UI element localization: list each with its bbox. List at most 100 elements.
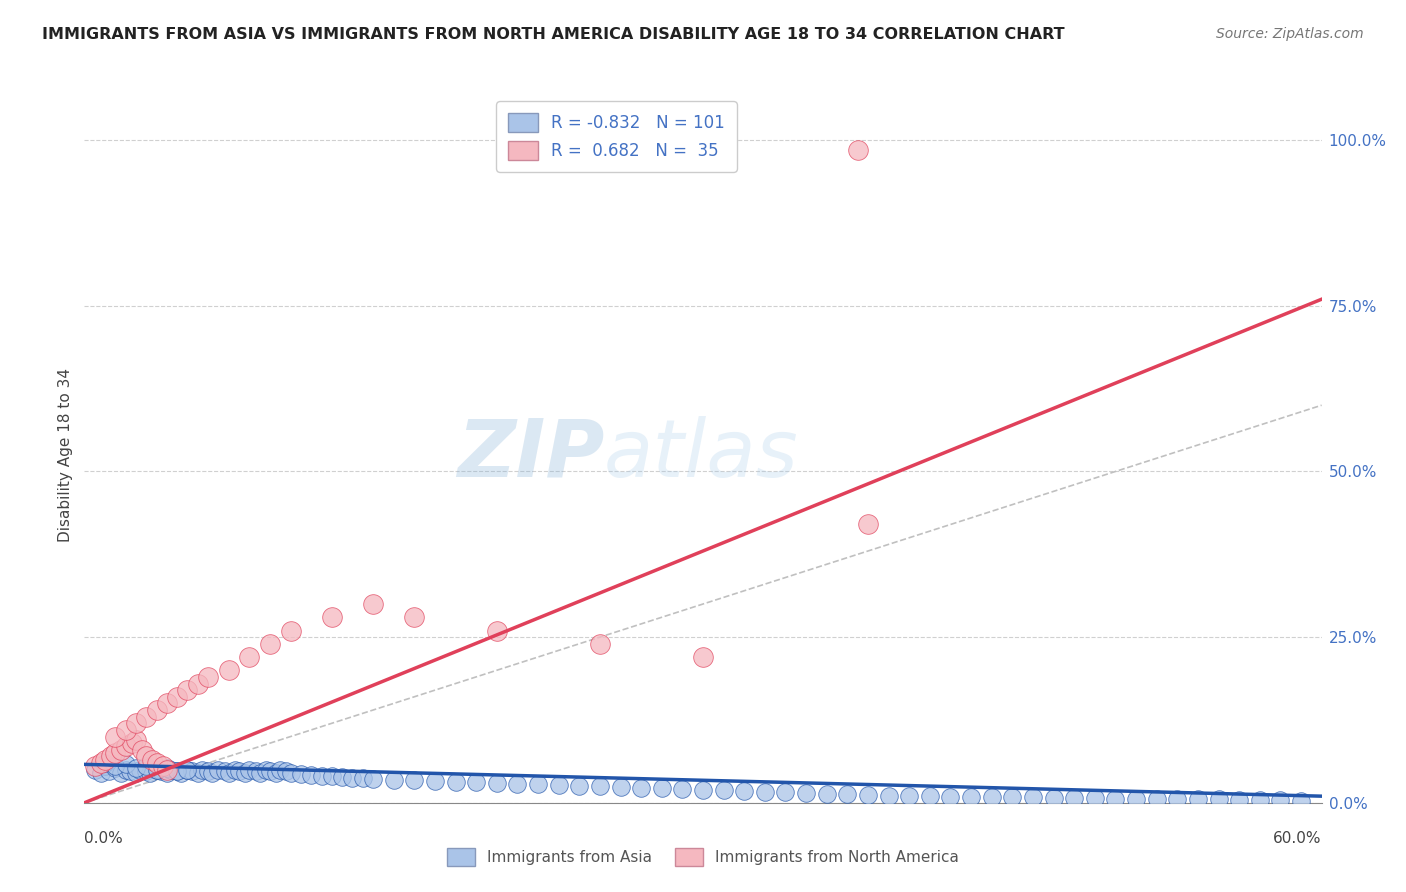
Point [589,779,612,793]
Point [94,756,117,770]
Point [321,769,343,783]
Point [98,764,121,778]
Point [135,749,157,764]
Point [104,761,127,775]
Point [166,764,188,778]
Point [224,763,246,777]
Point [568,779,591,793]
Point [527,777,550,791]
Point [104,746,127,760]
Point [404,773,426,788]
Point [1104,792,1126,806]
Point [361,772,384,786]
Point [1227,793,1250,807]
Point [352,772,374,786]
Point [104,759,127,773]
Point [83,759,105,773]
Text: ZIP: ZIP [457,416,605,494]
Point [423,773,446,788]
Point [898,789,921,804]
Point [238,650,260,665]
Point [485,624,508,638]
Point [118,764,141,778]
Point [245,764,267,778]
Point [299,768,322,782]
Point [214,764,236,778]
Point [156,763,179,777]
Point [651,781,673,796]
Point [135,709,157,723]
Point [125,732,148,747]
Point [114,723,136,737]
Point [152,759,174,773]
Point [547,778,569,792]
Point [1001,790,1024,805]
Point [114,763,136,777]
Point [145,703,167,717]
Point [485,776,508,790]
Point [794,786,817,800]
Point [1063,791,1085,805]
Point [228,764,250,778]
Point [156,761,179,775]
Point [218,766,240,780]
Point [249,766,271,780]
Point [254,763,277,777]
Point [1125,792,1147,806]
Point [176,763,198,777]
Point [259,637,281,651]
Point [465,775,488,789]
Point [170,766,193,780]
Point [110,743,132,757]
Point [506,776,529,790]
Text: 60.0%: 60.0% [1274,830,1322,846]
Point [160,763,183,777]
Point [1084,791,1107,805]
Point [166,764,188,778]
Point [135,764,157,778]
Point [145,763,167,777]
Point [980,790,1002,805]
Point [259,764,281,778]
Point [141,753,163,767]
Point [180,764,202,778]
Point [129,763,152,777]
Point [90,766,112,780]
Point [361,597,384,611]
Point [754,784,776,798]
Point [83,763,105,777]
Point [125,716,148,731]
Text: IMMIGRANTS FROM ASIA VS IMMIGRANTS FROM NORTH AMERICA DISABILITY AGE 18 TO 34 CO: IMMIGRANTS FROM ASIA VS IMMIGRANTS FROM … [42,27,1064,42]
Point [233,766,256,780]
Point [342,771,364,785]
Point [280,624,302,638]
Point [269,763,291,777]
Point [321,610,343,624]
Text: Source: ZipAtlas.com: Source: ZipAtlas.com [1216,27,1364,41]
Point [382,772,405,787]
Point [1166,792,1188,806]
Point [1042,791,1064,805]
Point [139,766,162,780]
Point [630,780,652,795]
Point [1270,793,1292,807]
Point [187,676,209,690]
Point [290,767,312,781]
Point [125,766,148,780]
Point [1022,790,1045,805]
Point [90,756,112,770]
Point [311,769,333,783]
Point [121,736,143,750]
Point [939,789,962,804]
Point [1289,794,1312,808]
Point [877,789,900,803]
Point [837,787,859,801]
Point [114,739,136,754]
Point [264,766,287,780]
Point [197,670,219,684]
Point [589,637,612,651]
Point [856,788,879,802]
Point [187,766,209,780]
Point [671,781,693,796]
Point [156,766,179,780]
